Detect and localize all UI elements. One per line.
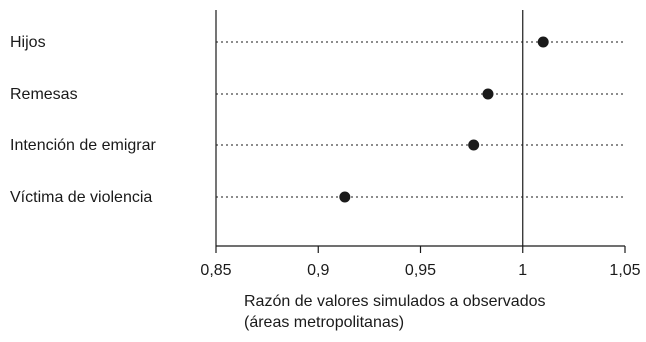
data-point — [468, 139, 480, 151]
category-label: Hijos — [10, 34, 46, 51]
data-point — [537, 36, 549, 48]
category-label: Intención de emigrar — [10, 137, 157, 154]
x-tick-label: 0,95 — [405, 262, 436, 279]
x-axis-title-line: Razón de valores simulados a observados — [244, 293, 546, 310]
x-axis-title-line: (áreas metropolitanas) — [244, 314, 404, 331]
x-tick-label: 0,85 — [200, 262, 231, 279]
data-point — [482, 88, 494, 100]
category-labels: Hijos Remesas Intención de emigrar Víctima … — [10, 34, 157, 206]
x-tick-label: 0,9 — [307, 262, 329, 279]
data-points — [339, 36, 549, 203]
x-axis-title: Razón de valores simulados a observados (… — [244, 293, 546, 331]
category-label: Víctima de violencia — [10, 189, 152, 206]
category-label: Remesas — [10, 86, 78, 103]
category-gridlines — [216, 41, 625, 198]
x-tick-label: 1 — [518, 262, 527, 279]
x-tick-label: 1,05 — [609, 262, 640, 279]
data-point — [339, 191, 351, 203]
x-axis-ticks: 0,85 0,9 0,95 1 1,05 — [200, 246, 641, 279]
